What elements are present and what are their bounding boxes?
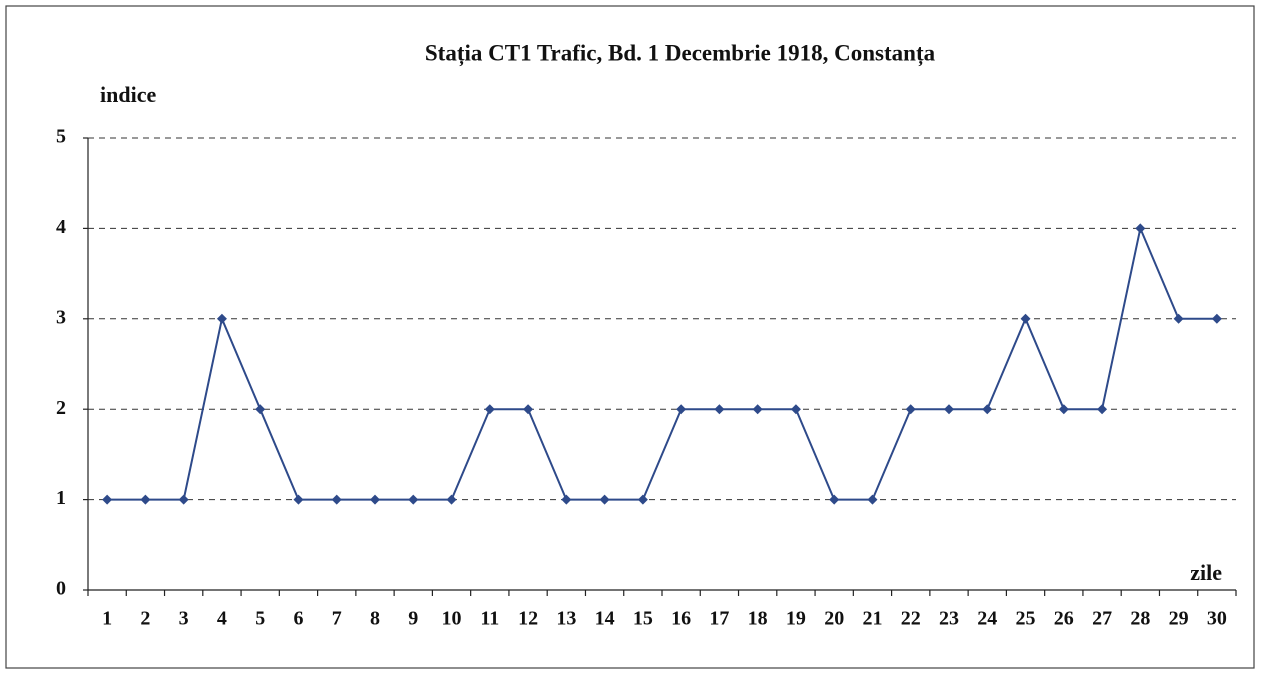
data-point — [1020, 313, 1031, 324]
x-tick-label: 15 — [633, 608, 653, 630]
y-tick-label: 0 — [56, 578, 66, 600]
x-tick-label: 3 — [179, 608, 189, 630]
data-point — [523, 404, 534, 415]
y-tick-label: 1 — [56, 487, 66, 509]
chart-frame — [5, 5, 1255, 669]
data-point — [561, 494, 572, 505]
data-point — [255, 404, 266, 415]
x-tick-label: 26 — [1054, 608, 1074, 630]
chart-title: Stația CT1 Trafic, Bd. 1 Decembrie 1918,… — [425, 40, 936, 66]
x-tick-label: 14 — [595, 608, 615, 630]
data-point — [408, 494, 419, 505]
x-tick-label: 20 — [824, 608, 844, 630]
data-point — [331, 494, 342, 505]
data-point — [867, 494, 878, 505]
x-tick-label: 30 — [1207, 608, 1227, 630]
x-tick-label: 4 — [217, 608, 227, 630]
data-point — [905, 404, 916, 415]
x-tick-label: 12 — [518, 608, 538, 630]
x-tick-label: 25 — [1016, 608, 1036, 630]
data-point — [1211, 313, 1222, 324]
x-tick-label: 19 — [786, 608, 806, 630]
data-point — [752, 404, 763, 415]
data-point — [484, 404, 495, 415]
x-tick-label: 2 — [140, 608, 150, 630]
data-point — [1097, 404, 1108, 415]
data-point — [944, 404, 954, 415]
x-tick-label: 5 — [255, 608, 265, 630]
x-tick-label: 1 — [102, 608, 112, 630]
data-point — [676, 404, 687, 415]
x-tick-label: 10 — [442, 608, 462, 630]
x-tick-label: 16 — [671, 608, 691, 630]
data-point — [790, 404, 801, 415]
x-tick-label: 9 — [408, 608, 418, 630]
x-axis-label: zile — [1190, 560, 1222, 585]
x-tick-label: 21 — [862, 608, 882, 630]
x-tick-label: 6 — [293, 608, 303, 630]
data-point — [599, 494, 610, 505]
y-tick-label: 2 — [56, 397, 66, 419]
x-tick-label: 11 — [480, 608, 499, 630]
data-point — [293, 494, 304, 505]
data-point — [982, 404, 993, 415]
data-point — [178, 494, 189, 505]
x-tick-label: 23 — [939, 608, 959, 630]
data-point — [1173, 313, 1184, 324]
data-point — [714, 404, 725, 415]
data-line — [107, 225, 1217, 501]
data-point — [102, 494, 113, 505]
data-point — [446, 494, 457, 505]
x-tick-label: 18 — [748, 608, 768, 630]
data-point — [370, 494, 380, 505]
x-tick-label: 28 — [1130, 608, 1150, 630]
data-point — [637, 494, 648, 505]
y-tick-label: 5 — [56, 126, 66, 148]
data-point — [1058, 404, 1069, 415]
x-tick-label: 24 — [977, 608, 997, 630]
x-tick-label: 8 — [370, 608, 380, 630]
data-point — [829, 494, 840, 505]
x-tick-label: 17 — [709, 608, 729, 630]
x-tick-label: 27 — [1092, 608, 1112, 630]
x-tick-label: 22 — [901, 608, 921, 630]
data-point — [216, 313, 227, 324]
y-tick-label: 4 — [56, 216, 66, 238]
y-axis-label: indice — [100, 82, 156, 107]
x-tick-label: 7 — [332, 608, 342, 630]
y-tick-label: 3 — [56, 306, 66, 328]
x-tick-label: 29 — [1169, 608, 1189, 630]
x-tick-label: 13 — [556, 608, 576, 630]
data-point — [140, 494, 151, 505]
data-point — [1135, 223, 1146, 234]
